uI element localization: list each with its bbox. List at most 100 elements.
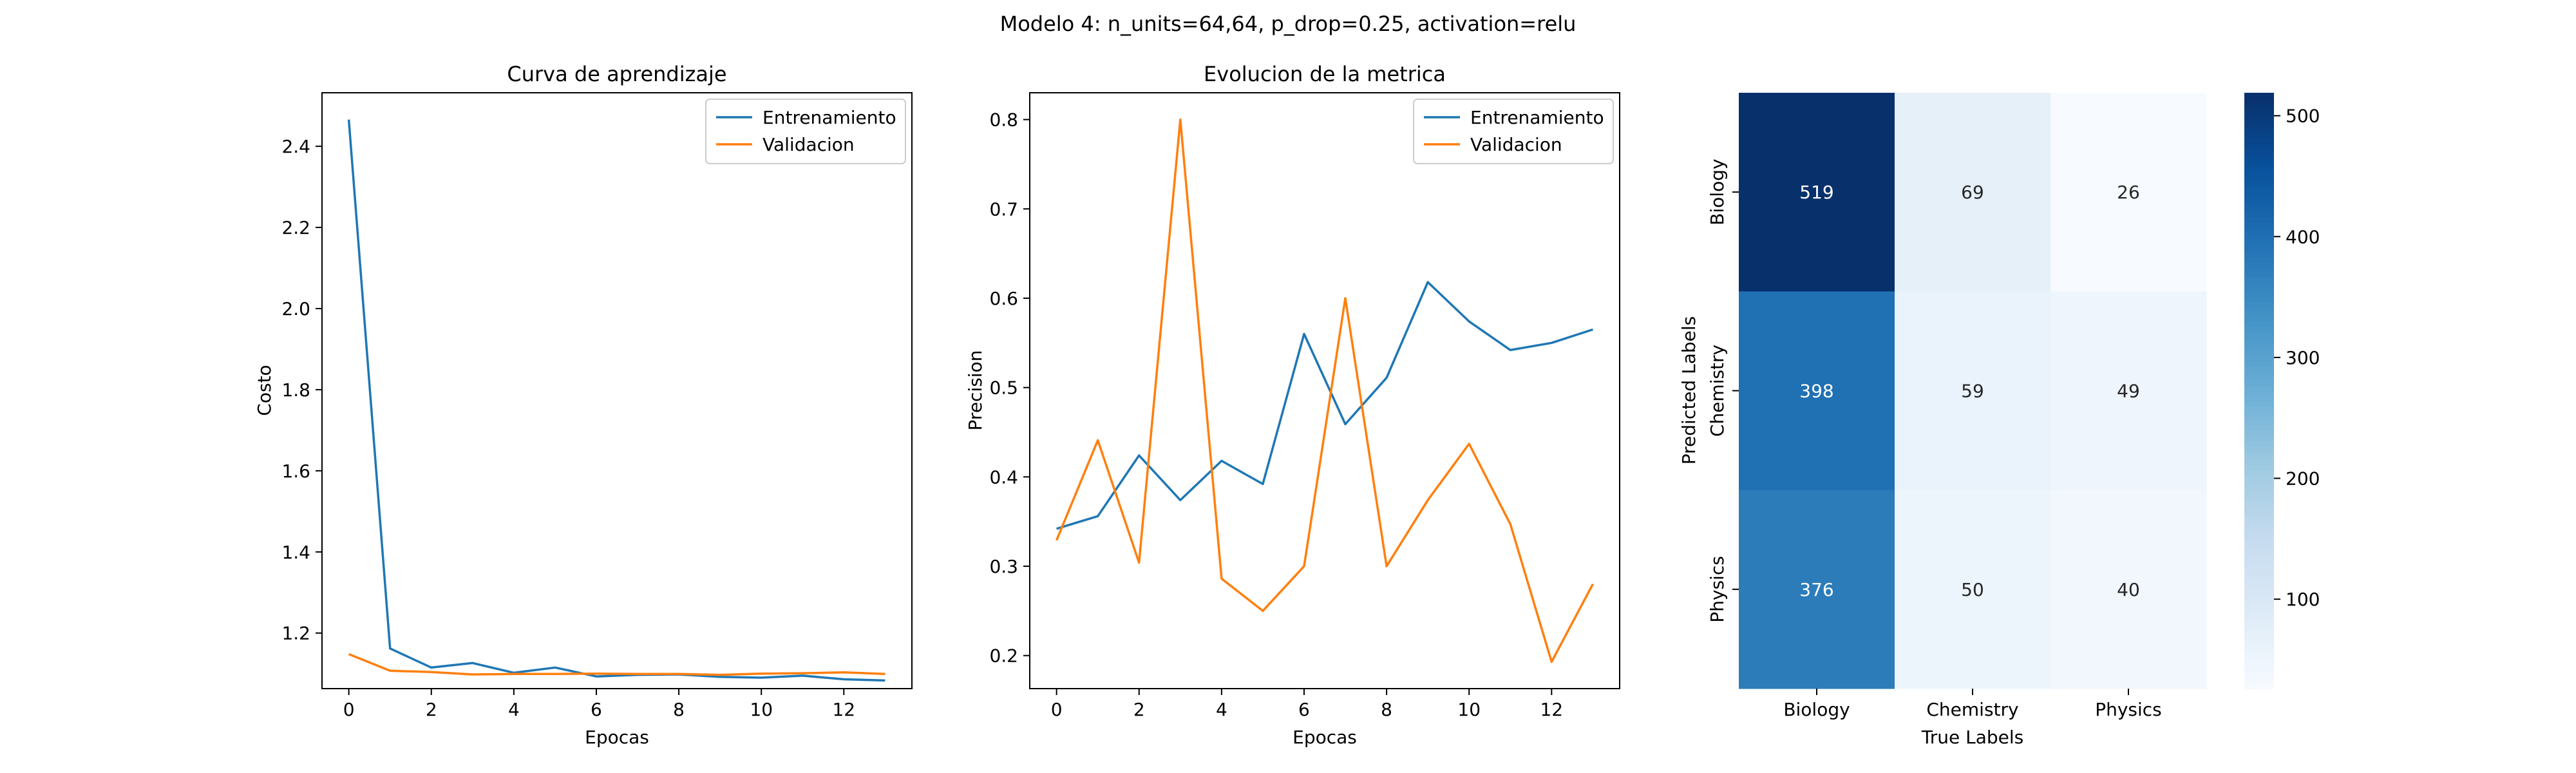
colorbar-segment [2244,524,2274,531]
colorbar-segment [2244,530,2274,536]
loss-y-tick-label: 1.4 [281,542,310,563]
colorbar-segment [2244,177,2274,183]
precision-y-tick-label: 0.8 [989,110,1018,131]
colorbar-segment [2244,321,2274,327]
colorbar-segment [2244,589,2274,595]
colorbar-segment [2244,475,2274,481]
colorbar-segment [2244,331,2274,337]
colorbar-segment [2244,420,2274,426]
legend-label-validacion: Validacion [762,134,855,155]
colorbar-segment [2244,137,2274,144]
colorbar-segment [2244,614,2274,620]
precision-x-tick-label: 10 [1457,699,1481,720]
colorbar-segment [2244,350,2274,357]
colorbar: 100 200 300 400 500 [2244,93,2320,689]
colorbar-segment [2244,574,2274,580]
colorbar-segment [2244,152,2274,158]
colorbar-segment [2244,564,2274,570]
colorbar-segment [2244,212,2274,218]
colorbar-segment [2244,182,2274,188]
heatmap-x-tick-label: Biology [1783,699,1850,720]
legend-label-validacion: Validacion [1470,134,1562,155]
colorbar-segment [2244,654,2274,660]
figure-suptitle: Modelo 4: n_units=64,64, p_drop=0.25, ac… [1000,12,1577,36]
colorbar-segment [2244,266,2274,272]
colorbar-segment [2244,450,2274,456]
loss-y-tick-label: 2.4 [281,136,310,157]
colorbar-segment [2244,227,2274,233]
colorbar-segment [2244,286,2274,292]
colorbar-segment [2244,594,2274,600]
precision-x-tick-label: 6 [1298,699,1310,720]
colorbar-tick-label: 200 [2286,468,2320,490]
colorbar-segment [2244,584,2274,590]
heatmap-x-axis-label: True Labels [1921,727,2024,748]
colorbar-tick-label: 400 [2286,226,2320,247]
series-line-entrenamiento [1056,281,1593,530]
colorbar-segment [2244,480,2274,486]
colorbar-segment [2244,117,2274,124]
colorbar-segment [2244,624,2274,630]
loss-y-tick-label: 2.0 [281,298,310,320]
colorbar-segment [2244,470,2274,476]
precision-x-tick-label: 8 [1381,699,1392,720]
colorbar-segment [2244,172,2274,178]
colorbar-segment [2244,678,2274,685]
heatmap-x-tick-label: Chemistry [1926,699,2018,720]
heatmap-y-tick-label: Chemistry [1707,345,1728,437]
colorbar-segment [2244,510,2274,516]
loss-x-tick-label: 2 [426,699,437,720]
colorbar-segment [2244,306,2274,312]
colorbar-segment [2244,142,2274,148]
heatmap-cell-value: 26 [2117,182,2140,203]
colorbar-segment [2244,281,2274,287]
colorbar-segment [2244,336,2274,342]
heatmap-x-tick-label: Physics [2095,699,2162,720]
heatmap-y-tick-label: Biology [1707,158,1728,225]
colorbar-segment [2244,236,2274,243]
colorbar-segment [2244,440,2274,446]
precision-y-axis-label: Precision [965,350,986,431]
colorbar-segment [2244,127,2274,133]
colorbar-segment [2244,673,2274,680]
colorbar-segment [2244,683,2274,689]
loss-chart: Curva de aprendizaje 0 2 4 6 8 10 12 1.2 1.4 1.6 1… [254,62,913,748]
precision-x-tick-label: 12 [1540,699,1563,720]
precision-y-tick-label: 0.7 [989,198,1018,220]
loss-chart-title: Curva de aprendizaje [507,62,726,86]
colorbar-segment [2244,196,2274,203]
heatmap-cell [1739,291,1895,491]
heatmap-cell-value: 59 [1961,381,1984,402]
loss-y-tick-label: 1.8 [281,379,310,401]
colorbar-segment [2244,569,2274,575]
precision-chart-title: Evolucion de la metrica [1204,62,1446,86]
colorbar-segment [2244,122,2274,128]
loss-legend: Entrenamiento Validacion [705,99,906,164]
colorbar-segment [2244,445,2274,451]
colorbar-segment [2244,634,2274,640]
loss-x-axis-label: Epocas [585,727,649,748]
precision-y-tick-label: 0.4 [989,466,1018,488]
heatmap-cell-value: 69 [1961,182,1984,203]
colorbar-segment [2244,490,2274,496]
colorbar-segment [2244,669,2274,674]
colorbar-segment [2244,276,2274,282]
heatmap-cell [2050,490,2207,689]
colorbar-segment [2244,435,2274,441]
precision-x-axis-label: Epocas [1293,727,1357,748]
precision-x-tick-label: 2 [1133,699,1145,720]
colorbar-segment [2244,500,2274,506]
colorbar-segment [2244,465,2274,471]
colorbar-segment [2244,222,2274,228]
heatmap-cell [2050,93,2207,292]
colorbar-segment [2244,430,2274,436]
heatmap-y-tick-label: Physics [1707,556,1728,623]
colorbar-segment [2244,390,2274,397]
colorbar-segment [2244,549,2274,555]
colorbar-segment [2244,262,2274,267]
loss-x-tick-label: 10 [750,699,773,720]
colorbar-segment [2244,207,2274,213]
loss-y-tick-label: 1.2 [281,623,310,644]
colorbar-segment [2244,619,2274,625]
